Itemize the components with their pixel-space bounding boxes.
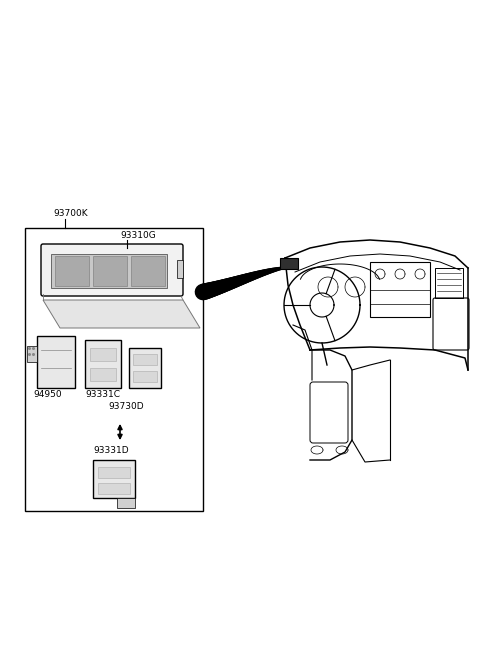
- Bar: [27, 346, 37, 362]
- FancyBboxPatch shape: [41, 244, 183, 296]
- Bar: [55, 256, 89, 286]
- Text: 93730D: 93730D: [108, 402, 144, 411]
- Bar: [133, 371, 157, 382]
- Bar: [90, 348, 116, 361]
- Bar: [280, 258, 298, 269]
- Bar: [93, 256, 127, 286]
- Polygon shape: [43, 300, 200, 328]
- Bar: [90, 368, 116, 381]
- Bar: [98, 483, 130, 494]
- Bar: [177, 260, 183, 278]
- Text: 94950: 94950: [33, 390, 61, 399]
- Text: 93700K: 93700K: [53, 209, 88, 218]
- Bar: [85, 340, 121, 388]
- Bar: [133, 354, 157, 365]
- Bar: [129, 348, 161, 388]
- Bar: [117, 498, 135, 508]
- Bar: [131, 256, 165, 286]
- Bar: [93, 460, 135, 498]
- Bar: [435, 268, 463, 298]
- Bar: [98, 467, 130, 478]
- Bar: [51, 254, 167, 288]
- Text: 93331D: 93331D: [93, 446, 129, 455]
- Bar: [25, 228, 203, 511]
- Text: 93331C: 93331C: [85, 390, 120, 399]
- Bar: [370, 262, 430, 317]
- Text: 93310G: 93310G: [120, 231, 156, 240]
- Bar: [37, 336, 75, 388]
